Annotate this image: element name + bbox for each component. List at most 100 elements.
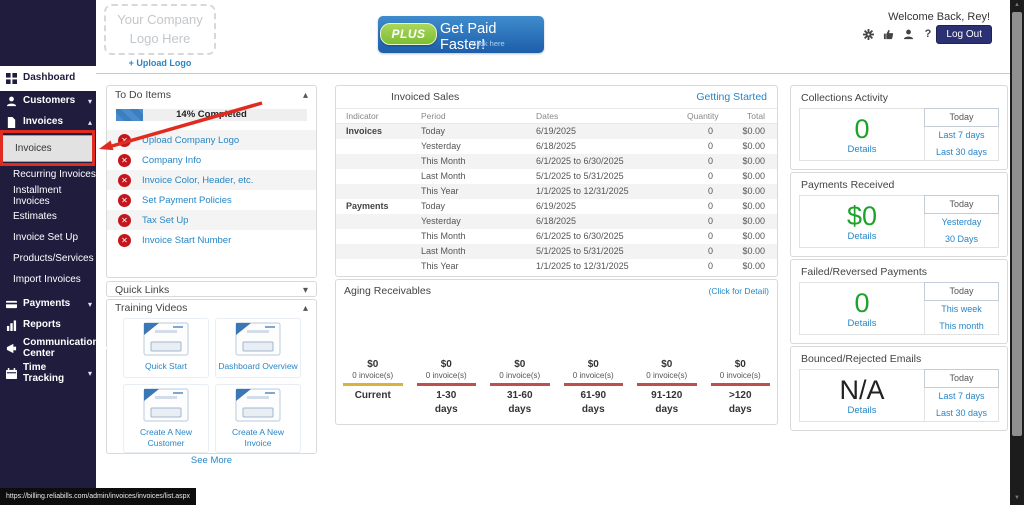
- period-option[interactable]: This week: [941, 304, 982, 314]
- todo-item-link[interactable]: Tax Set Up: [142, 214, 189, 226]
- period-today-button[interactable]: Today: [924, 195, 999, 214]
- thumbs-up-icon[interactable]: [882, 28, 894, 40]
- incomplete-x-icon: [118, 153, 131, 167]
- bucket-count: 0 invoice(s): [719, 371, 761, 380]
- period-option[interactable]: Yesterday: [941, 217, 982, 227]
- bucket-count: 0 invoice(s): [646, 371, 688, 380]
- details-link[interactable]: Details: [847, 230, 877, 242]
- sidebar-item-reports[interactable]: Reports: [0, 315, 96, 336]
- todo-item[interactable]: Company Info: [107, 150, 316, 170]
- period-option[interactable]: This month: [939, 320, 984, 331]
- todo-item-link[interactable]: Upload Company Logo: [142, 134, 240, 146]
- scroll-up-arrow-icon[interactable]: ▲: [1014, 2, 1020, 8]
- incomplete-x-icon: [118, 133, 131, 147]
- sidebar-subitem-invoices[interactable]: Invoices: [1, 135, 95, 162]
- chevron-down-icon[interactable]: ▾: [302, 284, 308, 296]
- sidebar-subitem-import-invoices[interactable]: Import Invoices: [13, 274, 81, 285]
- todo-progress-label: 14% Completed: [176, 109, 247, 120]
- scroll-down-arrow-icon[interactable]: ▼: [1014, 495, 1020, 501]
- stats-column: Collections Activity 0 Details Today Las…: [790, 85, 1008, 433]
- stat-value: 0: [854, 113, 870, 144]
- todo-item[interactable]: Invoice Color, Header, etc.: [107, 170, 316, 190]
- bucket-underline: [343, 383, 403, 386]
- todo-item-link[interactable]: Invoice Start Number: [142, 234, 232, 246]
- todo-item[interactable]: Upload Company Logo: [107, 130, 316, 150]
- todo-item-link[interactable]: Company Info: [142, 154, 202, 166]
- banner-title: Get Paid Faster!: [440, 21, 497, 53]
- customers-icon: [6, 96, 18, 108]
- period-option[interactable]: Last 7 days: [938, 130, 985, 140]
- column-header: Quantity: [687, 111, 719, 121]
- period-option[interactable]: Last 30 days: [935, 407, 988, 418]
- stat-box: 0 Details Today Last 7 days Last 30 days: [799, 108, 999, 161]
- sidebar-item-payments[interactable]: Payments ▾: [0, 294, 96, 315]
- todo-item-link[interactable]: Invoice Color, Header, etc.: [142, 174, 254, 186]
- vertical-scrollbar[interactable]: ▲ ▼: [1010, 0, 1024, 505]
- period-today-button[interactable]: Today: [924, 108, 999, 127]
- todo-item[interactable]: Tax Set Up: [107, 210, 316, 230]
- sidebar-subitem-recurring-invoices[interactable]: Recurring Invoices: [13, 169, 96, 180]
- plus-banner[interactable]: PLUS Get Paid Faster! Click here: [378, 16, 544, 53]
- panel-title: To Do Items: [115, 89, 172, 101]
- period-option[interactable]: Last 30 days: [935, 146, 988, 157]
- panel-title: Quick Links: [115, 284, 170, 296]
- panel-title: Payments Received: [801, 179, 895, 191]
- todo-item-link[interactable]: Set Payment Policies: [142, 194, 232, 206]
- bucket-underline: [563, 383, 623, 386]
- stat-box: N/A Details Today Last 7 days Last 30 da…: [799, 369, 999, 422]
- see-more-link[interactable]: See More: [190, 455, 233, 467]
- panel-title: Bounced/Rejected Emails: [801, 353, 922, 365]
- sidebar-subitem-invoice-set-up[interactable]: Invoice Set Up: [13, 232, 79, 243]
- invoiced-sales-panel: Invoiced Sales Getting Started Indicator…: [335, 85, 778, 277]
- aging-bucket: $0 0 invoice(s) 61-90 days: [557, 359, 631, 416]
- table-header-row: Indicator Period Dates Quantity Total: [336, 108, 777, 124]
- invoices-icon: [6, 116, 18, 129]
- video-dashboard-overview[interactable]: Dashboard Overview: [215, 318, 301, 378]
- video-quick-start[interactable]: Quick Start: [123, 318, 209, 378]
- sidebar-subitem-estimates[interactable]: Estimates: [13, 211, 57, 222]
- click-here-link[interactable]: Click here: [471, 39, 505, 48]
- period-option[interactable]: Last 7 days: [938, 391, 985, 401]
- sidebar-item-invoices[interactable]: Invoices ▴: [0, 112, 96, 133]
- sidebar-subitem-installment-invoices[interactable]: Installment Invoices: [13, 184, 62, 207]
- period-today-button[interactable]: Today: [924, 369, 999, 388]
- user-icon[interactable]: [902, 28, 914, 40]
- panel-title: Failed/Reversed Payments: [801, 266, 928, 278]
- getting-started-link[interactable]: Getting Started: [696, 91, 767, 103]
- sidebar-item-time-tracking[interactable]: Time Tracking ▾: [0, 361, 96, 386]
- scrollbar-thumb[interactable]: [1012, 12, 1022, 436]
- video-create-a-new-invoice[interactable]: Create A New Invoice: [215, 384, 301, 454]
- stat-box: 0 Details Today This week This month: [799, 282, 999, 335]
- plus-badge: PLUS: [380, 23, 437, 45]
- details-link[interactable]: Details: [847, 404, 877, 416]
- todo-panel: To Do Items ▴ 14% Completed Upload Compa…: [106, 85, 317, 278]
- sidebar-item-dashboard[interactable]: Dashboard: [0, 66, 96, 91]
- chevron-up-icon[interactable]: ▴: [302, 302, 308, 314]
- panel-title: Training Videos: [115, 302, 188, 314]
- panel-title: Aging Receivables: [344, 285, 431, 297]
- click-for-detail-link[interactable]: (Click for Detail): [708, 286, 769, 296]
- sidebar-item-customers[interactable]: Customers ▾: [0, 91, 96, 112]
- details-link[interactable]: Details: [847, 317, 877, 329]
- chevron-icon: ▾: [87, 97, 92, 106]
- todo-item[interactable]: Set Payment Policies: [107, 190, 316, 210]
- period-today-button[interactable]: Today: [924, 282, 999, 301]
- video-create-a-new-customer[interactable]: Create A New Customer: [123, 384, 209, 454]
- upload-logo-link[interactable]: + Upload Logo: [128, 58, 192, 68]
- logout-button[interactable]: Log Out: [936, 25, 992, 44]
- quick-links-header: Quick Links ▾: [107, 282, 316, 298]
- details-link[interactable]: Details: [847, 143, 877, 155]
- stat-box: $0 Details Today Yesterday 30 Days: [799, 195, 999, 248]
- bucket-count: 0 invoice(s): [425, 371, 467, 380]
- payments-received-panel: Payments Received $0 Details Today Yeste…: [790, 172, 1008, 257]
- period-option[interactable]: 30 Days: [944, 233, 979, 244]
- todo-item[interactable]: Invoice Start Number: [107, 230, 316, 250]
- help-icon[interactable]: ?: [924, 28, 932, 40]
- chevron-up-icon[interactable]: ▴: [302, 89, 308, 101]
- sidebar-item-communication-center[interactable]: Communication Center ▾: [0, 336, 108, 361]
- training-videos-header: Training Videos ▴: [107, 300, 316, 316]
- column-header: Total: [747, 111, 765, 121]
- sidebar-subitem-products-services[interactable]: Products/Services: [13, 253, 94, 264]
- gear-icon[interactable]: [862, 28, 874, 40]
- quick-links-panel: Quick Links ▾: [106, 281, 317, 297]
